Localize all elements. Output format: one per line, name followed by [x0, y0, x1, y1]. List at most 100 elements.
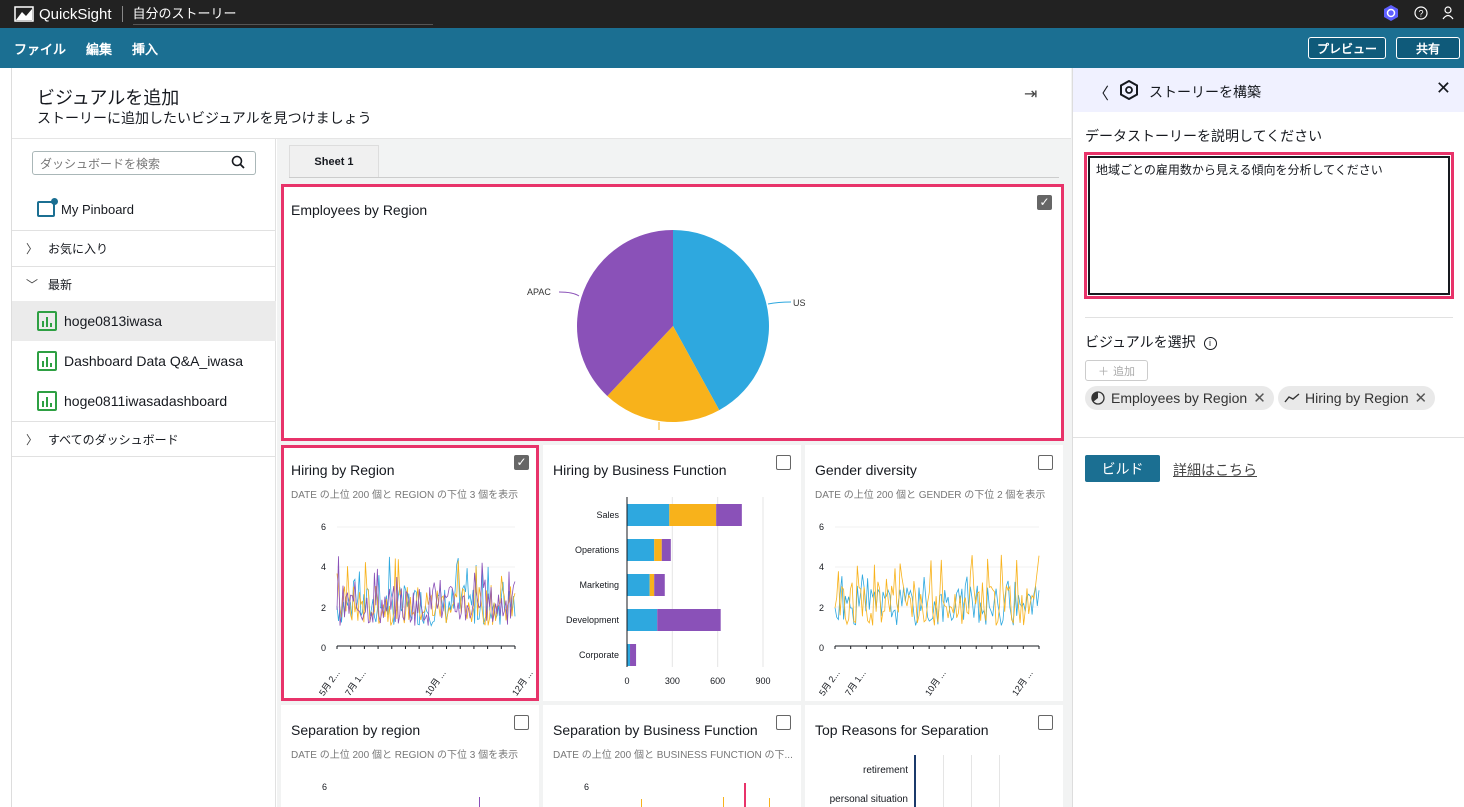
y-tick: 4	[321, 562, 327, 572]
favorites-label: お気に入り	[48, 242, 109, 256]
pie-slice	[673, 230, 769, 411]
dashboard-icon	[37, 391, 57, 411]
bar-segment	[657, 609, 721, 631]
visual-checkbox[interactable]	[1038, 455, 1053, 470]
dashboard-item[interactable]: hoge0813iwasa	[12, 301, 276, 341]
remove-chip-icon[interactable]: ✕	[1414, 390, 1428, 407]
line-chart	[834, 526, 1040, 649]
story-prompt-textarea[interactable]: 地域ごとの雇用数から見える傾向を分析してください	[1084, 152, 1454, 299]
visual-title: Gender diversity	[815, 462, 917, 478]
add-label: 追加	[1113, 365, 1135, 378]
dashboard-item[interactable]: hoge0811iwasadashboard	[12, 381, 276, 421]
visual-title: Separation by region	[291, 722, 421, 738]
visual-card-separation-by-region[interactable]: Separation by region DATE の上位 200 個と REG…	[281, 705, 539, 807]
remove-chip-icon[interactable]: ✕	[1253, 390, 1266, 407]
help-icon[interactable]: ?	[1414, 6, 1428, 20]
category-label: Sales	[596, 510, 619, 520]
visual-card-hiring-by-business-function[interactable]: Sales Operations Marketing Development Corpo…	[543, 445, 801, 701]
x-tick-label: 900	[755, 676, 770, 686]
tab-sheet-1[interactable]: Sheet 1	[289, 145, 379, 178]
select-visual-label: ビジュアルを選択 i	[1085, 332, 1217, 352]
visual-card-employees-by-region[interactable]: APAC US Employees by Region ✓	[281, 184, 1064, 441]
back-icon[interactable]: 〈	[1093, 86, 1110, 103]
chevron-right-icon: 〉	[26, 242, 39, 256]
story-panel-header: 〈 ストーリーを構築 ✕	[1073, 68, 1464, 112]
preview-button[interactable]: プレビュー	[1307, 37, 1386, 59]
visual-card-separation-by-business-function[interactable]: Separation by Business Function DATE の上位…	[543, 705, 801, 807]
visual-checkbox[interactable]: ✓	[514, 455, 529, 470]
info-icon[interactable]: i	[1203, 336, 1217, 350]
recent-section[interactable]: ﹀ 最新	[12, 266, 276, 302]
category-label: personal situation	[829, 794, 908, 805]
leader-line	[558, 291, 580, 297]
visual-title: Hiring by Region	[291, 462, 395, 478]
chip-label: Hiring by Region	[1305, 390, 1409, 406]
bar-segment	[669, 504, 717, 526]
user-icon[interactable]	[1442, 6, 1454, 20]
amazon-q-icon[interactable]	[1382, 4, 1400, 22]
selected-visual-chip: Hiring by Region ✕	[1278, 386, 1436, 410]
y-tick: 6	[584, 782, 590, 792]
bar-segment	[716, 504, 742, 526]
visual-checkbox[interactable]	[776, 715, 791, 730]
chevron-right-icon: 〉	[26, 432, 39, 447]
pinboard-label: My Pinboard	[61, 201, 134, 217]
menu-edit[interactable]: 編集	[86, 41, 113, 57]
quicksight-logo-icon	[14, 6, 34, 22]
visual-card-top-reasons-for-separation[interactable]: Top Reasons for Separation retirement pe…	[805, 705, 1063, 807]
visual-checkbox[interactable]	[514, 715, 529, 730]
x-tick-label: 300	[665, 676, 680, 686]
pie-label: US	[793, 298, 806, 308]
divider	[1073, 437, 1464, 438]
dashboard-item[interactable]: Dashboard Data Q&A_iwasa	[12, 341, 276, 381]
dashboard-icon	[37, 311, 57, 331]
line-mark	[723, 797, 724, 807]
pie-chart-icon	[1091, 391, 1105, 405]
quicksight-logo[interactable]: QuickSight	[14, 6, 112, 23]
visual-subtitle: DATE の上位 200 個と REGION の下位 3 個を表示	[291, 490, 519, 501]
all-dashboards-section[interactable]: 〉 すべてのダッシュボード	[12, 421, 276, 457]
bar-chart: Sales Operations Marketing Development Corpo…	[566, 497, 771, 686]
visual-card-gender-diversity[interactable]: Gender diversity DATE の上位 200 個と GENDER …	[805, 445, 1063, 701]
menu-bar: ファイル 編集 挿入 プレビュー 共有	[0, 28, 1464, 68]
bar-segment	[627, 539, 655, 561]
add-visual-button[interactable]: ＋ 追加	[1085, 360, 1148, 381]
learn-more-link[interactable]: 詳細はこちら	[1173, 462, 1257, 478]
collapse-panel-icon[interactable]: ⇥	[1024, 86, 1038, 103]
document-title[interactable]: 自分のストーリー	[132, 3, 433, 25]
close-icon[interactable]: ✕	[1435, 78, 1451, 98]
pie-slice	[607, 326, 720, 422]
y-tick: 4	[819, 562, 825, 572]
dashboard-icon	[37, 351, 57, 371]
grid-line	[971, 755, 972, 807]
search-icon	[231, 155, 245, 169]
y-tick: 0	[321, 643, 327, 653]
divider	[12, 138, 1071, 139]
build-button[interactable]: ビルド	[1085, 455, 1160, 482]
visual-card-hiring-by-region[interactable]: Hiring by Region DATE の上位 200 個と REGION …	[281, 445, 539, 701]
dashboard-search-input[interactable]: ダッシュボードを検索	[32, 151, 256, 175]
menu-insert[interactable]: 挿入	[132, 41, 159, 57]
chip-label: Employees by Region	[1111, 390, 1248, 406]
menu-file[interactable]: ファイル	[14, 41, 67, 57]
category-label: Corporate	[579, 650, 619, 660]
pie-chart: APAC US	[527, 230, 806, 430]
visual-title: Top Reasons for Separation	[815, 722, 989, 738]
share-button[interactable]: 共有	[1396, 37, 1460, 59]
visual-title: Hiring by Business Function	[553, 462, 727, 478]
favorites-section[interactable]: 〉 お気に入り	[12, 230, 276, 266]
visual-checkbox[interactable]	[776, 455, 791, 470]
my-pinboard-item[interactable]: My Pinboard	[37, 198, 134, 217]
x-tick-label: 0	[624, 676, 629, 686]
pie-label: APAC	[527, 287, 551, 297]
panel-subtitle: ストーリーに追加したいビジュアルを見つけましょう	[37, 110, 372, 126]
visual-title: Employees by Region	[291, 202, 428, 218]
line-chart	[336, 526, 516, 649]
visual-checkbox[interactable]	[1038, 715, 1053, 730]
bar-segment	[661, 539, 671, 561]
category-label: retirement	[862, 765, 908, 776]
category-label: Operations	[575, 545, 620, 555]
bar-segment	[627, 574, 650, 596]
visual-checkbox[interactable]: ✓	[1037, 195, 1052, 210]
y-tick: 6	[819, 522, 825, 532]
